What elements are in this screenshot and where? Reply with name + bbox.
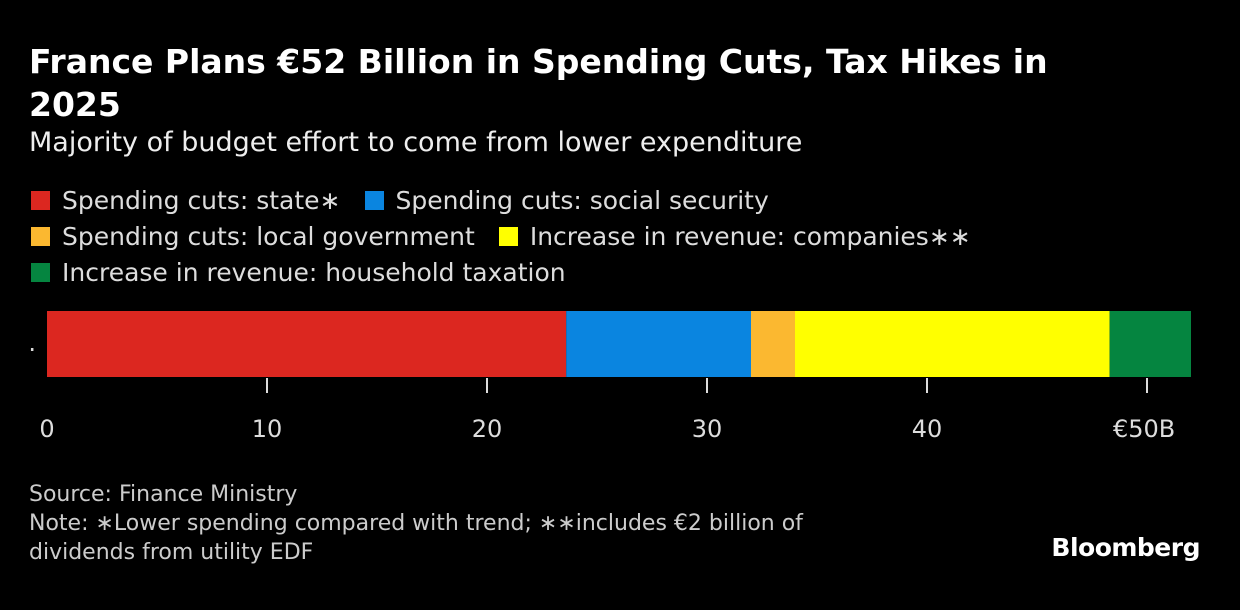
legend-item: Spending cuts: state∗	[31, 185, 341, 215]
x-tick-label: 40	[912, 415, 943, 443]
x-tick-label: 30	[692, 415, 723, 443]
category-label: .	[28, 329, 36, 357]
legend-item: Spending cuts: local government	[31, 221, 475, 251]
legend-label: Increase in revenue: household taxation	[62, 257, 566, 287]
legend-label: Increase in revenue: companies∗∗	[529, 221, 971, 251]
x-tick-label: 10	[252, 415, 283, 443]
legend-swatch	[498, 226, 518, 246]
chart-title: France Plans €52 Billion in Spending Cut…	[29, 42, 1048, 124]
legend-label: Spending cuts: state∗	[62, 185, 341, 215]
legend-swatch	[364, 190, 384, 210]
note: Note: ∗Lower spending compared with tren…	[29, 511, 803, 565]
bar-segment	[795, 311, 1110, 377]
chart-subtitle: Majority of budget effort to come from l…	[29, 127, 803, 158]
legend-item: Spending cuts: social security	[364, 185, 769, 215]
x-tick-label: 0	[39, 415, 54, 443]
legend-swatch	[31, 262, 50, 282]
bar-segment	[47, 311, 567, 377]
bar-segment	[751, 311, 795, 377]
legend-label: Spending cuts: local government	[62, 221, 475, 251]
legend-item: Increase in revenue: companies∗∗	[498, 221, 971, 251]
legend-swatch	[31, 226, 50, 246]
x-tick-label: €50B	[1113, 415, 1175, 443]
chart: 0 10 20 30 40 €50B.	[28, 311, 1191, 443]
bar-segment	[1109, 311, 1191, 377]
bar-segment	[566, 311, 751, 377]
legend-swatch	[31, 190, 50, 210]
source: Source: Finance Ministry	[29, 482, 298, 507]
legend-item: Increase in revenue: household taxation	[31, 257, 566, 287]
legend: Spending cuts: state∗ Spending cuts: soci…	[31, 185, 1041, 287]
x-tick-label: 20	[472, 415, 503, 443]
legend-label: Spending cuts: social security	[395, 185, 769, 215]
brand: Bloomberg	[1051, 533, 1200, 562]
